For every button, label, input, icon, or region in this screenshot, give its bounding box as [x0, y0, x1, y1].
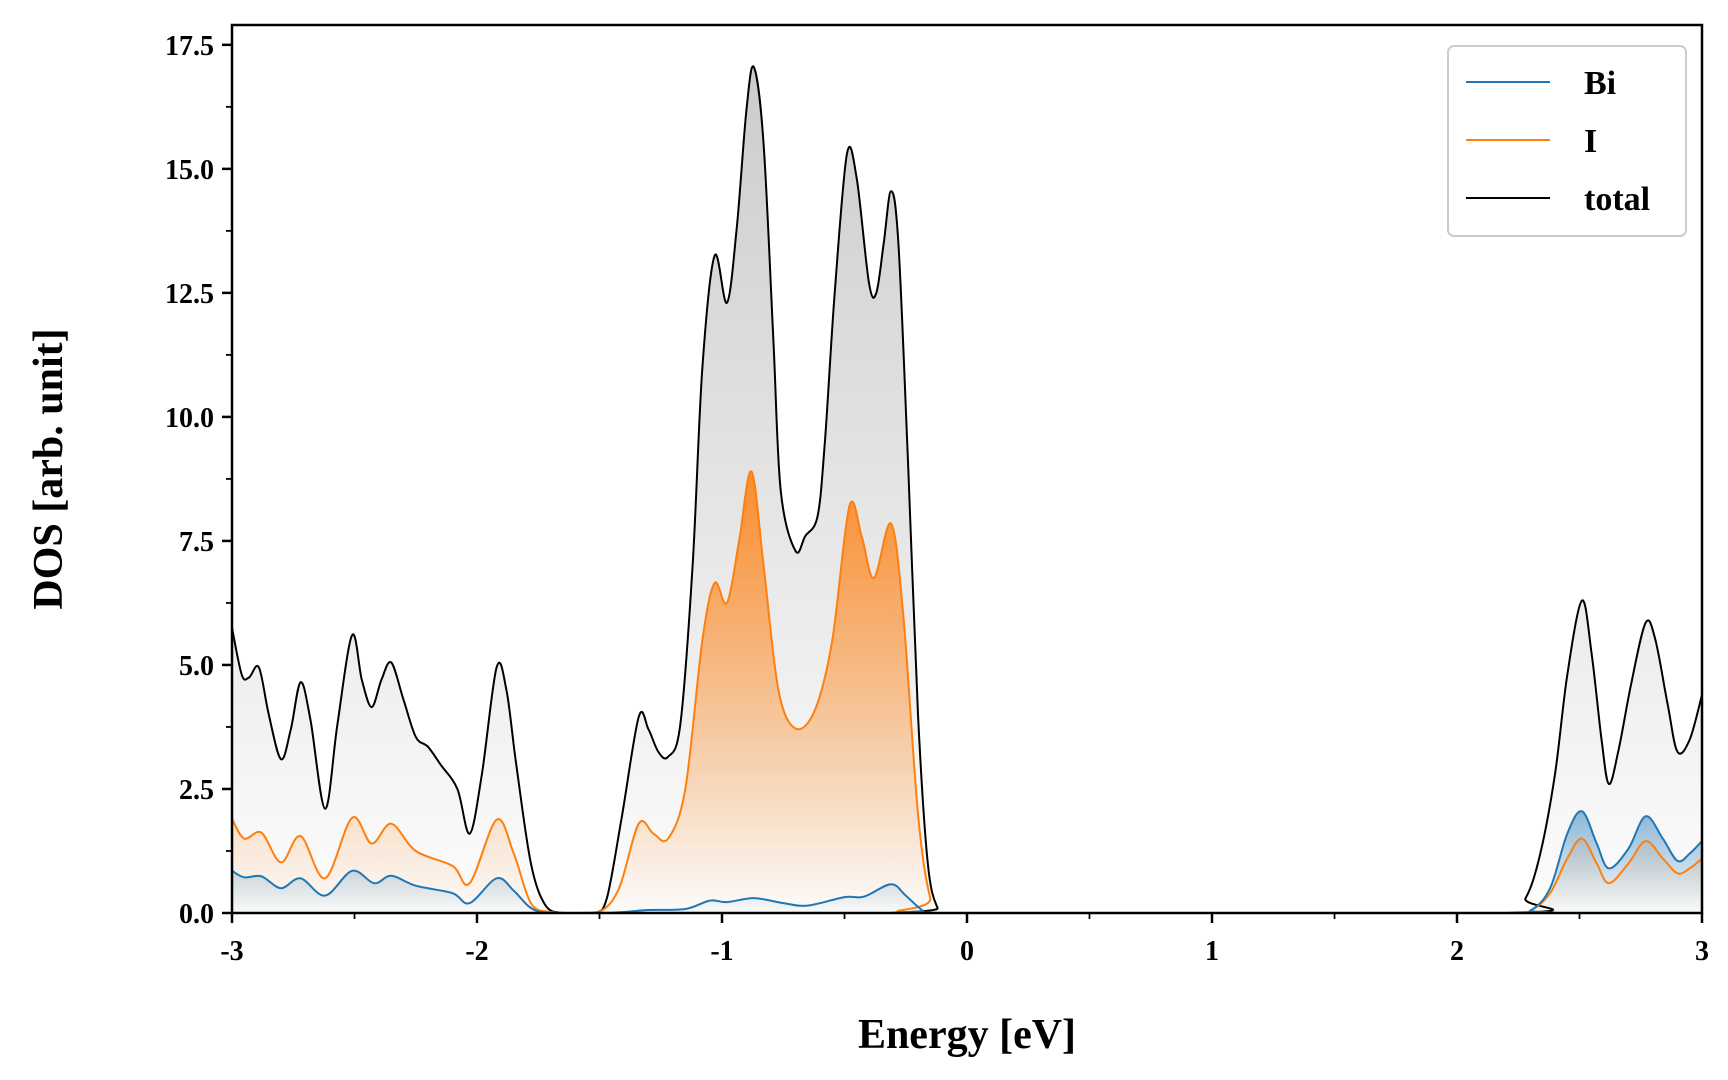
- series-line-i: [231, 470, 1703, 915]
- plot-frame: [230, 23, 1704, 915]
- legend-box: [1447, 45, 1687, 237]
- fill-i: [232, 471, 1702, 913]
- x-tick-label: 0: [960, 936, 974, 967]
- y-tick-label: 15.0: [165, 155, 214, 186]
- y-tick-label: 5.0: [179, 651, 214, 682]
- y-tick-label: 12.5: [165, 279, 214, 310]
- series-lines: [231, 65, 1703, 915]
- fill-bi: [232, 811, 1702, 913]
- y-tick-label: 17.5: [165, 31, 214, 62]
- x-axis-ticks: -3 -2 -1 0 1 2 3: [220, 913, 1709, 967]
- x-tick-label: -1: [710, 936, 733, 967]
- series-line-total: [231, 65, 1703, 915]
- y-axis-ticks: 0.0 2.5 5.0 7.5 10.0 12.5 15.0 17.5: [165, 31, 232, 930]
- legend-label-i: I: [1584, 123, 1597, 160]
- legend-label-total: total: [1584, 181, 1650, 218]
- y-tick-label: 2.5: [179, 775, 214, 806]
- x-tick-label: -3: [220, 936, 243, 967]
- y-tick-label: 7.5: [179, 527, 214, 558]
- x-tick-label: -2: [465, 936, 488, 967]
- y-tick-label: 10.0: [165, 403, 214, 434]
- series-fills: [232, 66, 1702, 914]
- x-tick-label: 3: [1695, 936, 1709, 967]
- fill-total: [232, 66, 1702, 914]
- legend-label-bi: Bi: [1584, 65, 1616, 102]
- y-axis-label: DOS [arb. unit]: [26, 328, 72, 609]
- y-tick-label: 0.0: [179, 899, 214, 930]
- x-axis-label: Energy [eV]: [858, 1012, 1076, 1058]
- series-line-bi: [231, 810, 1703, 915]
- x-tick-label: 2: [1450, 936, 1464, 967]
- x-tick-label: 1: [1205, 936, 1219, 967]
